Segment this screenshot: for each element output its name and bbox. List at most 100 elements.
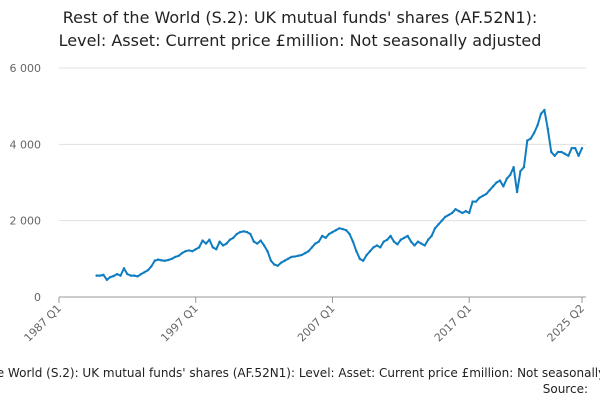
data-point	[491, 185, 495, 188]
data-point	[509, 173, 512, 177]
data-point	[262, 244, 266, 247]
data-point	[115, 272, 119, 276]
data-point	[464, 209, 467, 213]
data-point	[338, 227, 341, 230]
data-point	[426, 238, 430, 241]
data-point	[211, 246, 215, 249]
data-point	[235, 232, 238, 236]
data-point	[252, 240, 256, 243]
data-point	[146, 269, 150, 272]
data-point	[526, 139, 529, 142]
data-point	[314, 242, 317, 245]
data-line	[96, 108, 583, 281]
data-point	[550, 150, 553, 154]
caption: Rest of the World (S.2): UK mutual funds…	[0, 366, 600, 380]
data-point	[420, 242, 423, 245]
data-point	[413, 244, 416, 247]
data-point	[467, 211, 471, 215]
data-point	[512, 166, 515, 169]
data-point	[245, 230, 249, 234]
data-point	[324, 236, 327, 240]
y-tick-label: 0	[34, 291, 41, 304]
data-point	[396, 243, 399, 246]
data-point	[327, 232, 331, 236]
data-point	[201, 239, 204, 242]
data-point	[194, 248, 197, 251]
data-point	[481, 194, 485, 198]
data-point	[515, 190, 519, 194]
data-point	[570, 146, 573, 150]
data-point	[232, 236, 235, 240]
data-point	[331, 230, 334, 234]
data-point	[119, 274, 122, 277]
data-point	[529, 137, 532, 140]
data-point	[372, 246, 375, 249]
y-tick-label: 4 000	[10, 138, 42, 151]
data-point	[129, 274, 132, 277]
data-point	[184, 250, 187, 253]
data-point	[307, 250, 310, 253]
data-point	[136, 275, 139, 278]
data-point	[242, 230, 245, 233]
data-point	[567, 154, 570, 157]
data-point	[461, 211, 464, 215]
data-point	[180, 251, 184, 255]
data-point	[290, 255, 293, 259]
data-point	[409, 240, 413, 243]
data-point	[485, 192, 488, 196]
data-point	[553, 154, 556, 157]
data-point	[430, 234, 433, 238]
data-point	[573, 146, 577, 150]
data-point	[385, 238, 389, 241]
data-point	[375, 244, 379, 247]
data-point	[379, 246, 382, 249]
data-point	[98, 274, 102, 277]
data-point	[341, 227, 344, 231]
data-point	[266, 250, 269, 253]
data-point	[577, 154, 580, 157]
data-point	[392, 240, 396, 243]
data-point	[546, 127, 550, 131]
data-point	[444, 215, 447, 219]
data-point	[95, 274, 98, 277]
data-point	[532, 131, 536, 135]
data-point	[228, 238, 232, 241]
data-point	[177, 254, 180, 257]
data-point	[105, 278, 109, 282]
data-point	[187, 249, 191, 252]
data-point	[279, 261, 283, 264]
data-point	[474, 200, 478, 203]
x-tick-label: 2025 Q2	[545, 302, 588, 345]
data-point	[580, 146, 584, 150]
data-point	[348, 232, 351, 236]
x-tick-label: 1987 Q1	[22, 302, 65, 345]
data-point	[122, 267, 126, 270]
data-point	[454, 208, 457, 211]
data-point	[351, 240, 355, 243]
x-tick-label: 1997 Q1	[158, 302, 201, 345]
data-point	[174, 255, 177, 259]
data-point	[355, 250, 358, 253]
data-point	[112, 274, 115, 278]
data-point	[238, 230, 242, 234]
data-point	[303, 251, 307, 255]
data-point	[259, 239, 262, 242]
data-point	[362, 259, 365, 262]
data-point	[208, 238, 211, 241]
data-point	[437, 223, 440, 226]
data-point	[310, 246, 314, 249]
data-point	[215, 248, 218, 251]
data-point	[522, 166, 526, 169]
data-point	[399, 238, 403, 241]
data-point	[139, 272, 143, 276]
data-point	[286, 257, 290, 261]
data-point	[321, 234, 324, 238]
data-point	[249, 232, 252, 236]
data-point	[143, 270, 146, 274]
data-point	[269, 259, 273, 262]
data-point	[225, 242, 228, 245]
data-point	[495, 181, 498, 184]
data-point	[389, 234, 392, 238]
data-point	[478, 196, 481, 199]
